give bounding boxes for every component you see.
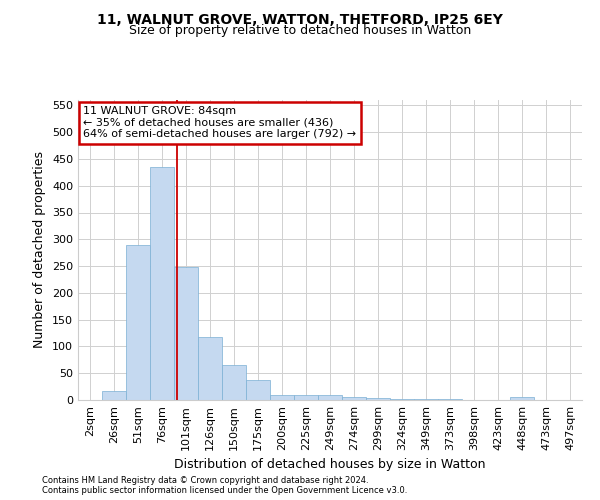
Text: Contains public sector information licensed under the Open Government Licence v3: Contains public sector information licen…	[42, 486, 407, 495]
Bar	[510, 398, 534, 400]
Bar	[126, 244, 150, 400]
Bar	[246, 380, 270, 400]
Bar	[366, 398, 390, 400]
Text: Size of property relative to detached houses in Watton: Size of property relative to detached ho…	[129, 24, 471, 37]
Bar	[174, 267, 198, 400]
Bar	[342, 397, 366, 400]
Y-axis label: Number of detached properties: Number of detached properties	[34, 152, 46, 348]
Bar	[222, 365, 246, 400]
Bar	[294, 394, 318, 400]
X-axis label: Distribution of detached houses by size in Watton: Distribution of detached houses by size …	[174, 458, 486, 471]
Text: Contains HM Land Registry data © Crown copyright and database right 2024.: Contains HM Land Registry data © Crown c…	[42, 476, 368, 485]
Bar	[318, 394, 342, 400]
Text: 11 WALNUT GROVE: 84sqm
← 35% of detached houses are smaller (436)
64% of semi-de: 11 WALNUT GROVE: 84sqm ← 35% of detached…	[83, 106, 356, 139]
Bar	[150, 167, 174, 400]
Bar	[102, 391, 126, 400]
Text: 11, WALNUT GROVE, WATTON, THETFORD, IP25 6EY: 11, WALNUT GROVE, WATTON, THETFORD, IP25…	[97, 12, 503, 26]
Bar	[270, 394, 294, 400]
Bar	[198, 338, 222, 400]
